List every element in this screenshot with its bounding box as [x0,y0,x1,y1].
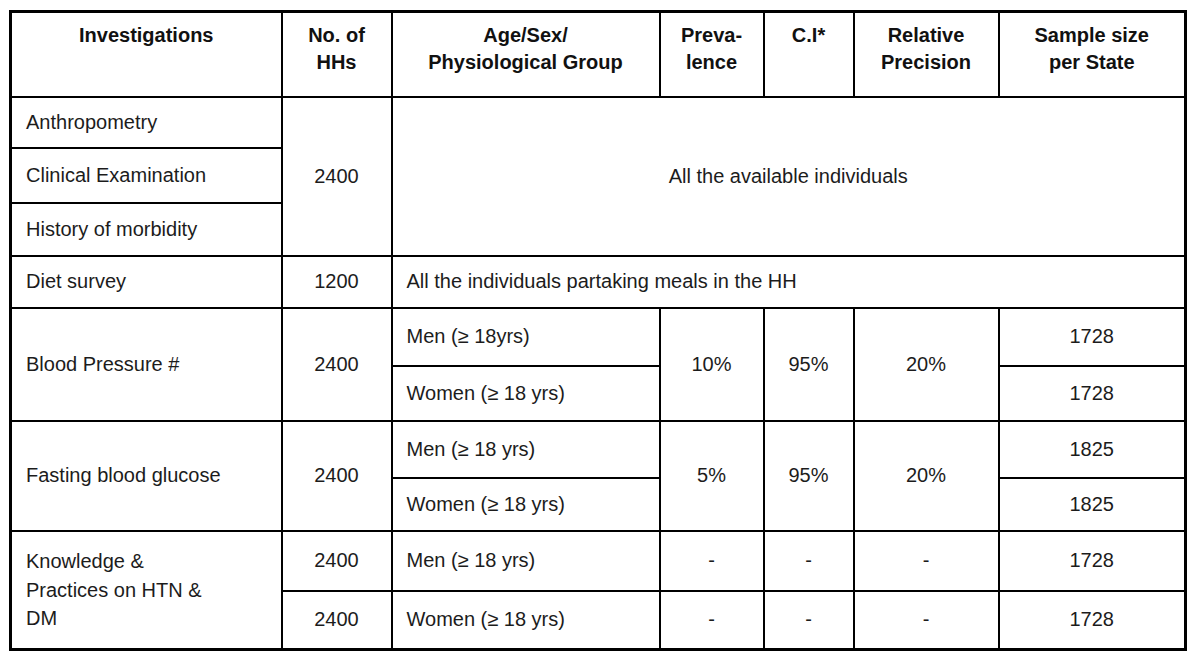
table-row-knowledge-men: Knowledge & Practices on HTN & DM 2400 M… [11,531,1186,591]
cell-sample-size-knowledge-women: 1728 [999,591,1186,650]
cell-sample-size-knowledge-men: 1728 [999,531,1186,591]
cell-group-bp-men: Men (≥ 18yrs) [392,308,660,366]
cell-hhs-diet: 1200 [282,256,392,308]
table-row-blood-pressure-men: Blood Pressure # 2400 Men (≥ 18yrs) 10% … [11,308,1186,366]
cell-prevalence-knowledge-men: - [660,531,764,591]
cell-ci-bp: 95% [764,308,854,421]
header-sample-size: Sample size per State [999,12,1186,97]
cell-investigation-diet-survey: Diet survey [11,256,282,308]
cell-investigation-clinical-examination: Clinical Examination [11,148,282,203]
cell-hhs-fasting-glucose: 2400 [282,421,392,531]
header-investigations: Investigations [11,12,282,97]
cell-prevalence-fbg: 5% [660,421,764,531]
cell-investigation-knowledge: Knowledge & Practices on HTN & DM [11,531,282,650]
cell-sample-size-bp-women: 1728 [999,366,1186,421]
header-ci: C.I* [764,12,854,97]
cell-investigation-blood-pressure: Blood Pressure # [11,308,282,421]
cell-ci-knowledge-men: - [764,531,854,591]
cell-prevalence-bp: 10% [660,308,764,421]
cell-investigation-fasting-glucose: Fasting blood glucose [11,421,282,531]
header-relative-precision: Relative Precision [854,12,999,97]
cell-coverage-diet: All the individuals partaking meals in t… [392,256,1186,308]
survey-sampling-table: Investigations No. of HHs Age/Sex/ Physi… [9,10,1187,651]
cell-investigation-anthropometry: Anthropometry [11,97,282,148]
header-age-sex-group: Age/Sex/ Physiological Group [392,12,660,97]
header-row: Investigations No. of HHs Age/Sex/ Physi… [11,12,1186,97]
cell-group-bp-women: Women (≥ 18 yrs) [392,366,660,421]
cell-hhs-knowledge-women: 2400 [282,591,392,650]
header-prevalence: Preva- lence [660,12,764,97]
cell-investigation-history-of-morbidity: History of morbidity [11,203,282,256]
cell-hhs-knowledge-men: 2400 [282,531,392,591]
cell-relative-precision-fbg: 20% [854,421,999,531]
cell-group-knowledge-men: Men (≥ 18 yrs) [392,531,660,591]
table-row-diet-survey: Diet survey 1200 All the individuals par… [11,256,1186,308]
table-row-anthropometry: Anthropometry 2400 All the available ind… [11,97,1186,148]
cell-relative-precision-knowledge-women: - [854,591,999,650]
cell-coverage-general: All the available individuals [392,97,1186,256]
cell-relative-precision-bp: 20% [854,308,999,421]
cell-hhs-general: 2400 [282,97,392,256]
cell-group-fbg-women: Women (≥ 18 yrs) [392,478,660,531]
table-row-fasting-glucose-men: Fasting blood glucose 2400 Men (≥ 18 yrs… [11,421,1186,478]
cell-group-knowledge-women: Women (≥ 18 yrs) [392,591,660,650]
cell-hhs-blood-pressure: 2400 [282,308,392,421]
document-page: Investigations No. of HHs Age/Sex/ Physi… [0,0,1193,665]
cell-ci-knowledge-women: - [764,591,854,650]
cell-prevalence-knowledge-women: - [660,591,764,650]
cell-group-fbg-men: Men (≥ 18 yrs) [392,421,660,478]
cell-ci-fbg: 95% [764,421,854,531]
cell-relative-precision-knowledge-men: - [854,531,999,591]
cell-sample-size-fbg-women: 1825 [999,478,1186,531]
header-no-of-hhs: No. of HHs [282,12,392,97]
cell-sample-size-bp-men: 1728 [999,308,1186,366]
cell-sample-size-fbg-men: 1825 [999,421,1186,478]
